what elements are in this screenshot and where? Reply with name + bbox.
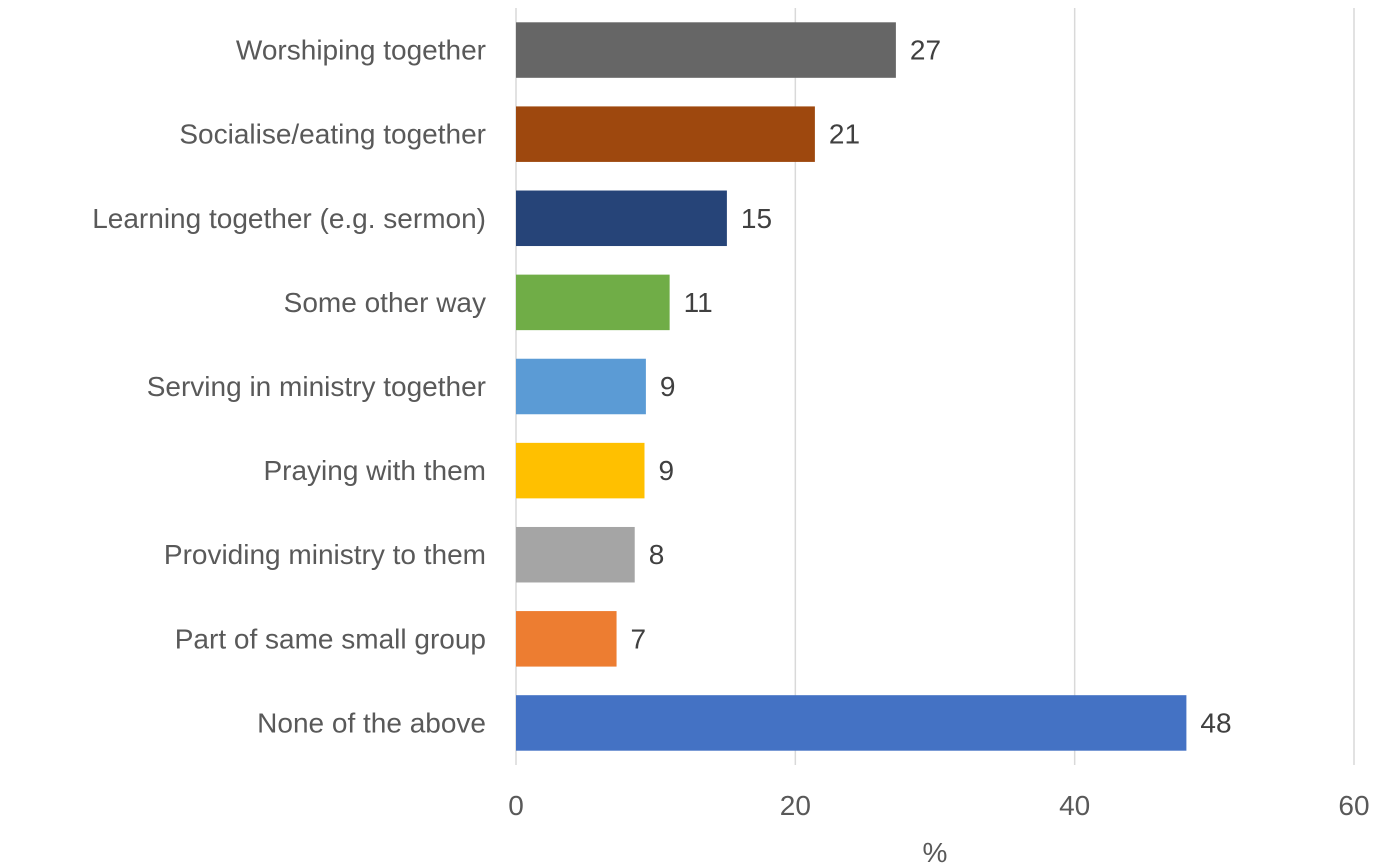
data-label: 8 [649, 539, 665, 570]
x-tick-label: 0 [508, 790, 524, 821]
x-tick-label: 20 [780, 790, 811, 821]
bar [516, 22, 896, 78]
category-label: Part of same small group [175, 623, 486, 654]
data-label: 15 [741, 203, 772, 234]
category-label: Socialise/eating together [179, 119, 486, 150]
x-tick-label: 40 [1059, 790, 1090, 821]
bar [516, 526, 635, 583]
bar [516, 358, 646, 415]
bar [516, 442, 645, 499]
category-label: Providing ministry to them [164, 539, 486, 570]
bar [516, 106, 815, 162]
bars [516, 22, 1187, 751]
data-label: 48 [1200, 707, 1231, 738]
bar [516, 695, 1187, 751]
x-tick-label: 60 [1338, 790, 1369, 821]
category-label: Learning together (e.g. sermon) [92, 203, 486, 234]
bar [516, 190, 727, 247]
category-label: Worshiping together [236, 35, 486, 66]
x-axis-title: % [923, 837, 948, 865]
data-label: 21 [829, 119, 860, 150]
data-label: 11 [684, 287, 713, 318]
bar [516, 274, 670, 331]
data-label: 9 [658, 455, 674, 486]
data-label: 7 [631, 623, 647, 654]
data-label: 27 [910, 35, 941, 66]
category-label: Serving in ministry together [147, 371, 486, 402]
category-label: Some other way [284, 287, 486, 318]
data-label: 9 [660, 371, 676, 402]
bar [516, 611, 617, 667]
category-label: None of the above [257, 707, 486, 738]
category-label: Praying with them [263, 455, 486, 486]
labels: 0 20 40 60 Worshiping together 27 Socialise/ea… [92, 35, 1369, 821]
